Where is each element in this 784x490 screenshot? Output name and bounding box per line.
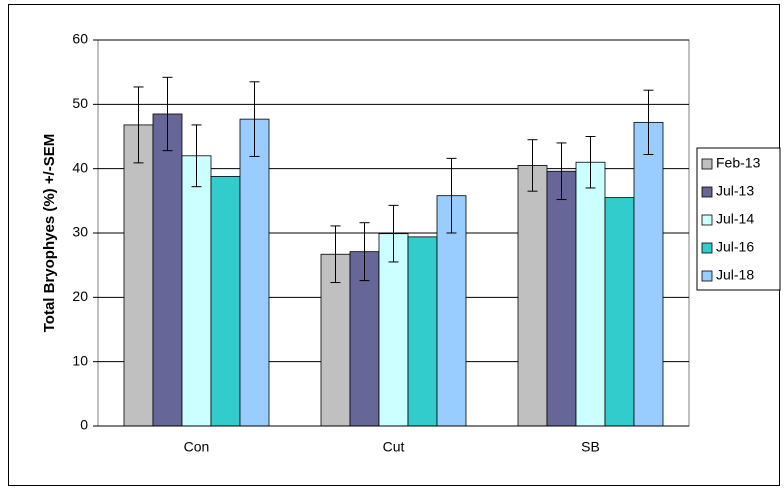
bar [378,233,409,427]
bar [181,155,212,427]
error-bar [330,225,341,284]
y-tick-label: 20 [72,288,88,304]
error-bar [249,81,260,157]
x-tick-label: Con [184,439,210,455]
bar [575,161,606,427]
x-tick-label: SB [581,439,600,455]
y-axis-label: Total Bryophyes (%) +/-SEM [41,134,58,333]
error-bar [359,222,370,282]
bar [123,124,154,427]
y-tick-label: 50 [72,95,88,111]
bar [633,121,664,427]
error-bar [191,124,202,188]
x-tick-label: Cut [383,439,405,455]
error-bar [388,204,399,263]
legend-label: Feb-13 [716,155,761,171]
bar [152,113,183,427]
error-bar [643,89,654,156]
legend-swatch [701,214,713,226]
bar [407,236,438,427]
y-tick-label: 10 [72,352,88,368]
legend-swatch [701,270,713,282]
bar [517,165,548,427]
error-bar [133,86,144,164]
y-tick-label: 30 [72,224,88,240]
bar [239,118,270,427]
bar [604,197,635,427]
legend-swatch [701,242,713,254]
bar [210,175,241,427]
error-bar [527,139,538,192]
legend-label: Jul-18 [716,267,754,283]
legend-label: Jul-16 [716,239,754,255]
legend-swatch [701,158,713,170]
legend-label: Jul-13 [716,183,754,199]
y-tick-label: 0 [80,417,88,433]
legend-swatch [701,186,713,198]
bar [546,170,577,427]
y-tick-label: 60 [72,31,88,47]
error-bar [585,136,596,189]
y-tick-label: 40 [72,159,88,175]
error-bar [446,157,457,234]
error-bar [162,76,173,152]
error-bar [556,142,567,201]
legend-label: Jul-14 [716,211,754,227]
